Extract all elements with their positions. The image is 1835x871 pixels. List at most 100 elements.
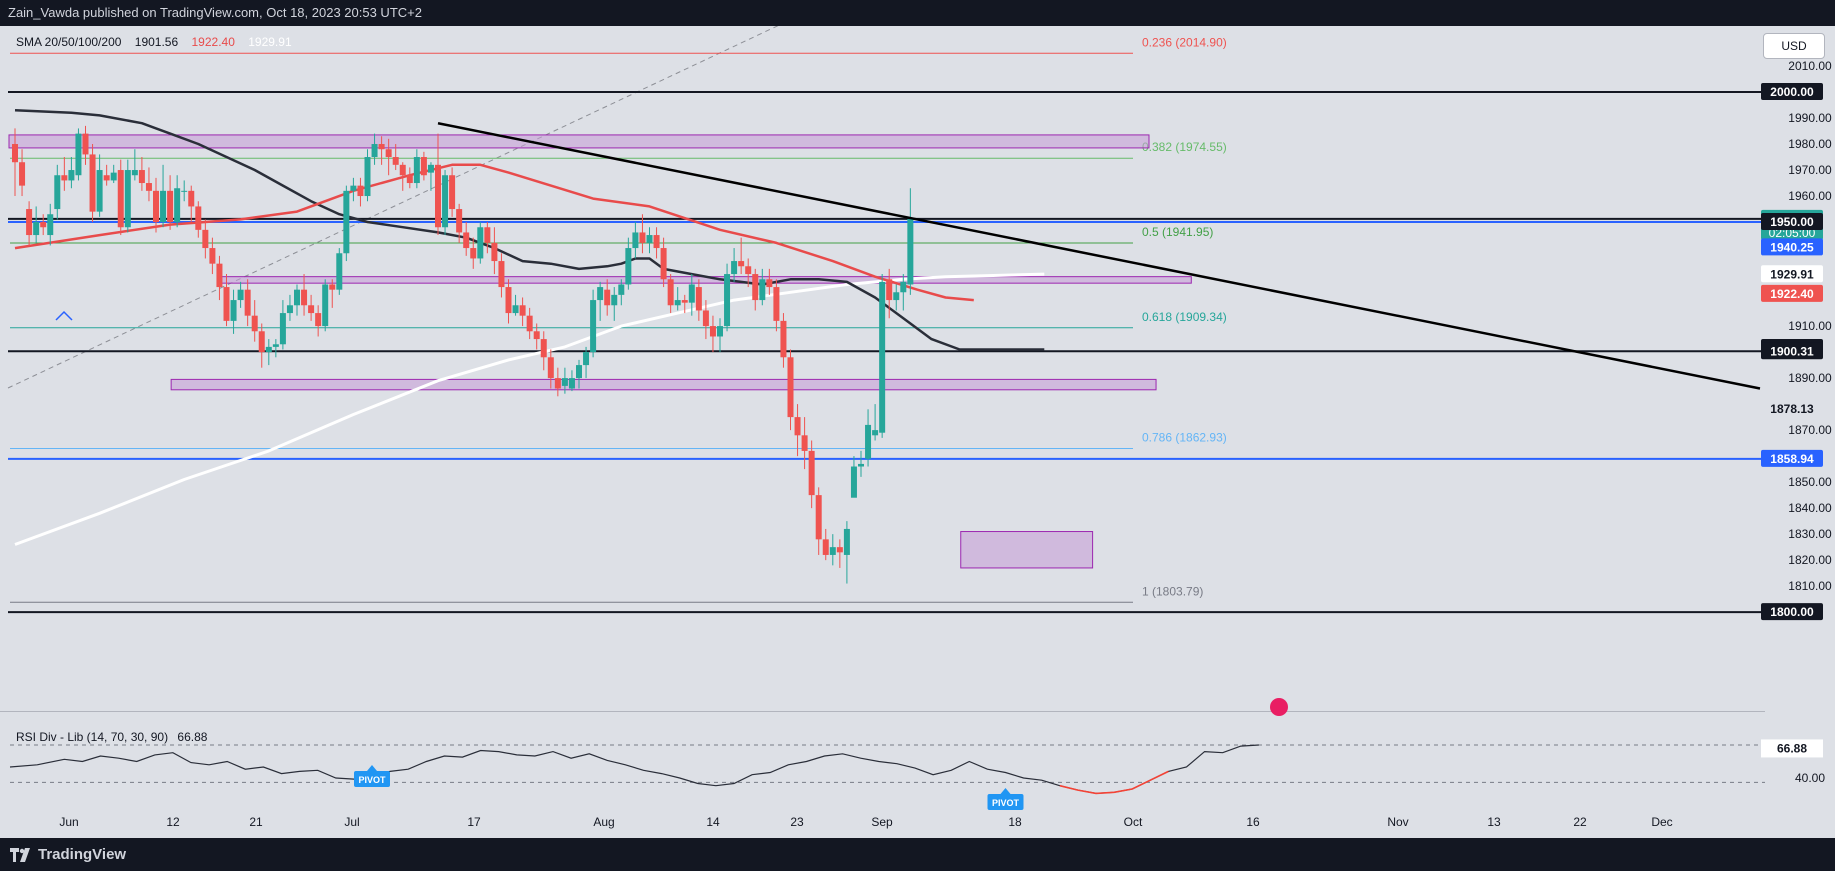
candle-body [893, 292, 900, 301]
sma-legend-value-3: 1929.91 [248, 35, 292, 49]
candle-body [702, 310, 709, 327]
price-label-bg [1761, 342, 1823, 360]
rsi-axis-tick-label: 40.00 [1795, 771, 1825, 785]
candle-body [315, 313, 322, 327]
candle [209, 237, 216, 275]
candle-body [202, 229, 209, 249]
candle-body [103, 175, 110, 181]
candle [554, 367, 561, 397]
price-label-badge: 1929.91 [1761, 265, 1823, 283]
fib-level-label: 0.5 (1941.95) [1142, 225, 1213, 239]
candle-body [216, 263, 223, 288]
candle-body [787, 357, 794, 418]
candle [350, 177, 357, 202]
candle [96, 154, 103, 217]
candle [279, 300, 286, 350]
alert-icon [1270, 698, 1288, 716]
candle [625, 237, 632, 290]
candle-body [308, 305, 315, 314]
candle-body [547, 357, 554, 379]
candle [131, 149, 138, 181]
time-axis-tick-label: 23 [790, 815, 804, 829]
price-pane-bg [0, 26, 1835, 711]
candle-body [597, 287, 604, 301]
candle [709, 315, 716, 353]
candle [801, 417, 808, 470]
candle [103, 164, 110, 186]
candle-body [822, 539, 829, 555]
candle [463, 222, 470, 256]
currency-button[interactable]: USD [1763, 33, 1825, 59]
candle [343, 185, 350, 262]
pivot-low-marker-icon [55, 310, 73, 321]
candle [216, 255, 223, 301]
price-axis-tick-label: 1850.00 [1788, 475, 1832, 489]
candle [505, 279, 512, 324]
rsi-line [9, 744, 1259, 795]
rsi-divergence-segment [1059, 770, 1169, 795]
time-axis-tick-label: 22 [1573, 815, 1587, 829]
price-label-text: 1858.94 [1770, 452, 1814, 466]
price-label-bg [1761, 284, 1823, 302]
candle [89, 144, 96, 223]
candle [420, 151, 427, 181]
price-label-badge: 1858.94 [1761, 449, 1823, 467]
candle [540, 331, 547, 371]
price-label-text: 1878.13 [1770, 402, 1814, 416]
candle [639, 214, 646, 254]
candle-body [858, 463, 864, 467]
candle [865, 409, 872, 467]
candle-body [660, 248, 667, 280]
candle-body [829, 547, 836, 555]
candle [427, 162, 434, 191]
time-axis-tick-label: Aug [593, 815, 614, 829]
fib-level-label: 1 (1803.79) [1142, 584, 1203, 598]
time-axis-tick-label: Jun [59, 815, 78, 829]
sma-black-line [14, 108, 1045, 351]
candle-body [709, 326, 716, 337]
candle [364, 149, 371, 202]
candle [12, 128, 18, 197]
candle [688, 274, 695, 316]
candle-body [124, 170, 131, 228]
candle-body [512, 305, 519, 314]
sma-legend: SMA 20/50/100/200 1901.56 1922.40 1929.9… [16, 35, 302, 49]
rsi-value-badge [1761, 739, 1823, 758]
candle-body [554, 378, 561, 389]
pivot-badge-bg [354, 771, 390, 787]
candle-body [181, 190, 188, 192]
candle-body [322, 284, 329, 327]
candle [907, 188, 914, 295]
candle [780, 313, 787, 368]
trendline [437, 121, 1761, 390]
candle [611, 287, 618, 321]
candle [195, 201, 202, 238]
price-label-badge: 2000.00 [1761, 83, 1823, 101]
sma-red-line [14, 163, 974, 302]
candle-body [681, 300, 688, 303]
candle [836, 539, 843, 568]
candle-body [350, 185, 357, 191]
candle-body [477, 227, 484, 259]
candle-body [272, 344, 279, 347]
candle [145, 167, 152, 202]
candle [329, 279, 336, 308]
pivot-badge-bg [987, 794, 1024, 810]
candle-body [773, 287, 780, 321]
candle-body [399, 164, 406, 176]
candle-body [167, 190, 174, 223]
time-axis-bg [0, 812, 1835, 838]
time-axis-tick-label: Jul [344, 815, 359, 829]
candle [223, 274, 230, 327]
candle-body [484, 227, 491, 243]
candle [68, 157, 75, 189]
candle [872, 404, 879, 441]
time-axis-tick-label: Sep [871, 815, 893, 829]
supply-demand-zone [960, 531, 1094, 569]
candle-body [343, 190, 350, 254]
candle-body [463, 232, 470, 249]
tradingview-logo-icon [10, 848, 30, 862]
candle [724, 263, 731, 332]
candle-body [209, 248, 216, 264]
